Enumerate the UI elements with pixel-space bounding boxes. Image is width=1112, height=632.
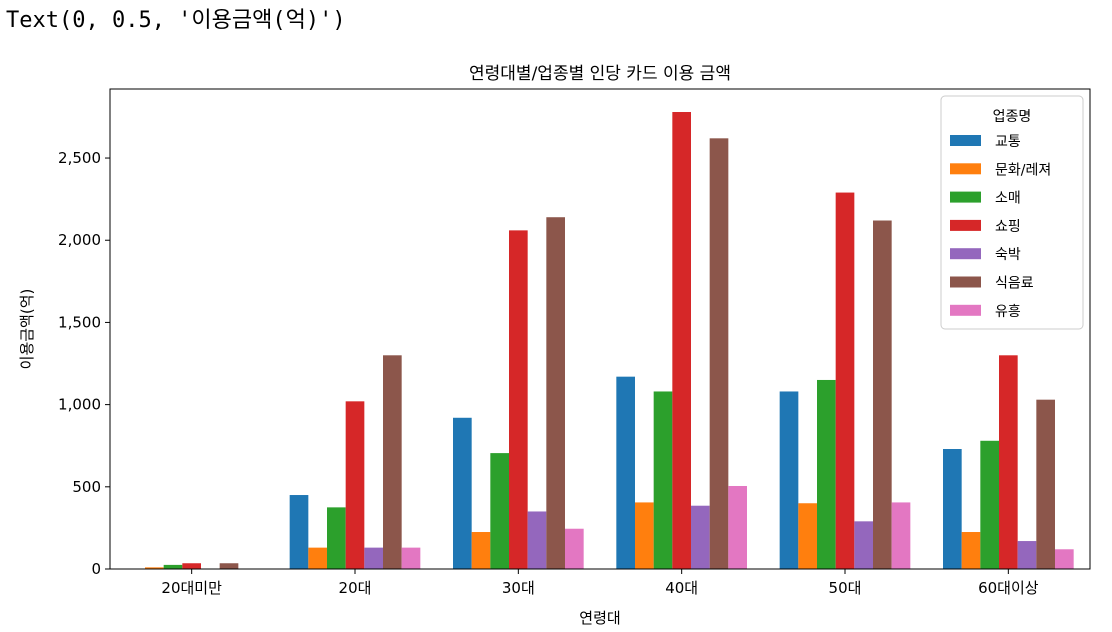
x-tick-label: 50대: [829, 579, 862, 597]
legend-swatch: [950, 191, 981, 203]
legend-label: 숙박: [995, 247, 1021, 263]
bar-쇼핑-20대: [345, 401, 365, 569]
legend-label: 유흥: [995, 304, 1021, 320]
bar-쇼핑-50대: [835, 192, 855, 569]
bar-소매-20대: [327, 507, 346, 569]
bar-쇼핑-30대: [509, 230, 528, 569]
x-tick-label: 60대이상: [978, 579, 1039, 597]
bar-문화/레져-30대: [471, 532, 491, 569]
x-axis-title: 연령대: [579, 609, 620, 627]
x-axis: 20대미만 20대 30대 40대 50대 60대이상: [161, 569, 1039, 597]
legend-label: 쇼핑: [995, 219, 1021, 235]
bar-쇼핑-60대이상: [999, 355, 1018, 569]
y-tick-label: 1,500: [58, 313, 101, 331]
y-tick-label: 500: [72, 478, 101, 496]
legend-swatch: [950, 163, 981, 175]
legend-swatch: [950, 219, 981, 231]
y-tick-label: 1,000: [58, 396, 101, 414]
legend-swatch: [950, 135, 981, 146]
legend-title: 업종명: [993, 109, 1032, 125]
bar-교통-40대: [616, 376, 635, 569]
bar-유흥-40대: [728, 485, 747, 569]
x-tick-label: 30대: [502, 579, 535, 597]
y-tick-label: 2,000: [58, 231, 101, 249]
bar-식음료-40대: [709, 138, 729, 569]
bar-숙박-50대: [854, 521, 873, 569]
bar-쇼핑-20대미만: [182, 563, 201, 569]
bar-교통-50대: [779, 391, 799, 569]
x-tick-label: 20대미만: [161, 579, 222, 597]
legend-box: [940, 95, 1084, 330]
bar-문화/레져-20대미만: [145, 567, 164, 569]
bar-교통-20대: [289, 495, 309, 569]
bar-숙박-20대: [364, 547, 383, 569]
bar-숙박-40대: [691, 505, 710, 569]
x-tick-label: 40대: [665, 579, 698, 597]
legend-label: 문화/레져: [995, 162, 1051, 178]
bar-소매-60대이상: [980, 440, 999, 569]
y-tick-label: 2,500: [58, 149, 101, 167]
bar-문화/레져-20대: [308, 547, 327, 569]
bar-식음료-50대: [873, 220, 892, 569]
y-tick-label: 0: [91, 560, 101, 578]
bar-소매-20대미만: [163, 564, 183, 569]
bar-유흥-30대: [565, 528, 584, 569]
bar-쇼핑-40대: [672, 112, 691, 569]
legend-swatch: [950, 276, 981, 288]
bar-교통-60대이상: [943, 449, 962, 569]
bar-유흥-20대: [401, 547, 421, 569]
bar-식음료-60대이상: [1036, 399, 1055, 569]
bar-소매-30대: [490, 453, 509, 569]
bar-문화/레져-50대: [798, 503, 817, 569]
bar-문화/레져-40대: [635, 502, 654, 569]
plot-frame: [109, 88, 1091, 570]
bar-교통-30대: [453, 417, 472, 569]
x-tick-label: 20대: [339, 579, 372, 597]
output-text: Text(0, 0.5, '이용금액(억)'): [6, 8, 346, 33]
legend-label: 식음료: [995, 276, 1034, 292]
bar-식음료-20대미만: [219, 563, 239, 569]
bar-소매-50대: [817, 379, 836, 569]
y-axis: 0 500 1,000 1,500 2,000 2,500: [58, 149, 110, 578]
bar-숙박-60대이상: [1017, 541, 1037, 569]
chart-title: 연령대별/업종별 인당 카드 이용 금액: [469, 64, 731, 84]
legend-label: 소매: [995, 191, 1021, 207]
legend-label: 교통: [995, 134, 1021, 150]
legend-swatch: [950, 248, 981, 260]
bar-숙박-30대: [527, 511, 547, 569]
y-axis-title: 이용금액(억): [18, 289, 36, 370]
bar-문화/레져-60대이상: [961, 532, 981, 569]
bar-식음료-20대: [383, 355, 402, 569]
bar-유흥-60대이상: [1055, 549, 1074, 569]
bar-유흥-50대: [891, 502, 911, 569]
bar-소매-40대: [653, 391, 673, 569]
bar-식음료-30대: [546, 217, 565, 569]
legend-swatch: [950, 304, 981, 316]
bars-group: [145, 112, 1074, 569]
